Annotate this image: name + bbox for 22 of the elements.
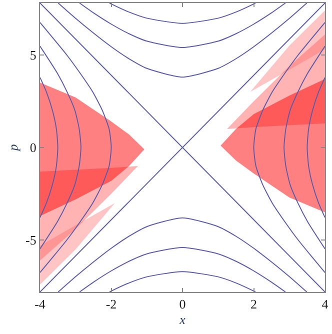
line-series (79, 247, 286, 292)
line-series (58, 217, 308, 292)
x-tick-label: -2 (106, 296, 117, 312)
x-tick-label: 4 (322, 296, 329, 312)
x-axis-title: x (178, 312, 186, 328)
y-tick-label: -5 (26, 232, 36, 248)
line-series (108, 3, 256, 24)
line-series (108, 271, 256, 292)
line-series (40, 76, 58, 218)
x-tick-label: 2 (250, 296, 257, 312)
line-series (40, 22, 112, 274)
line-series (79, 3, 286, 48)
x-tick-label: 0 (179, 296, 186, 312)
line-series (58, 3, 308, 78)
y-axis-title: p (6, 144, 21, 152)
y-tick-label: 5 (30, 47, 36, 62)
y-tick-label: 0 (30, 140, 36, 156)
line-series (306, 76, 325, 218)
line-series (253, 22, 325, 274)
line-series (40, 46, 82, 250)
x-tick-label: -4 (34, 296, 46, 312)
line-series (284, 46, 325, 250)
